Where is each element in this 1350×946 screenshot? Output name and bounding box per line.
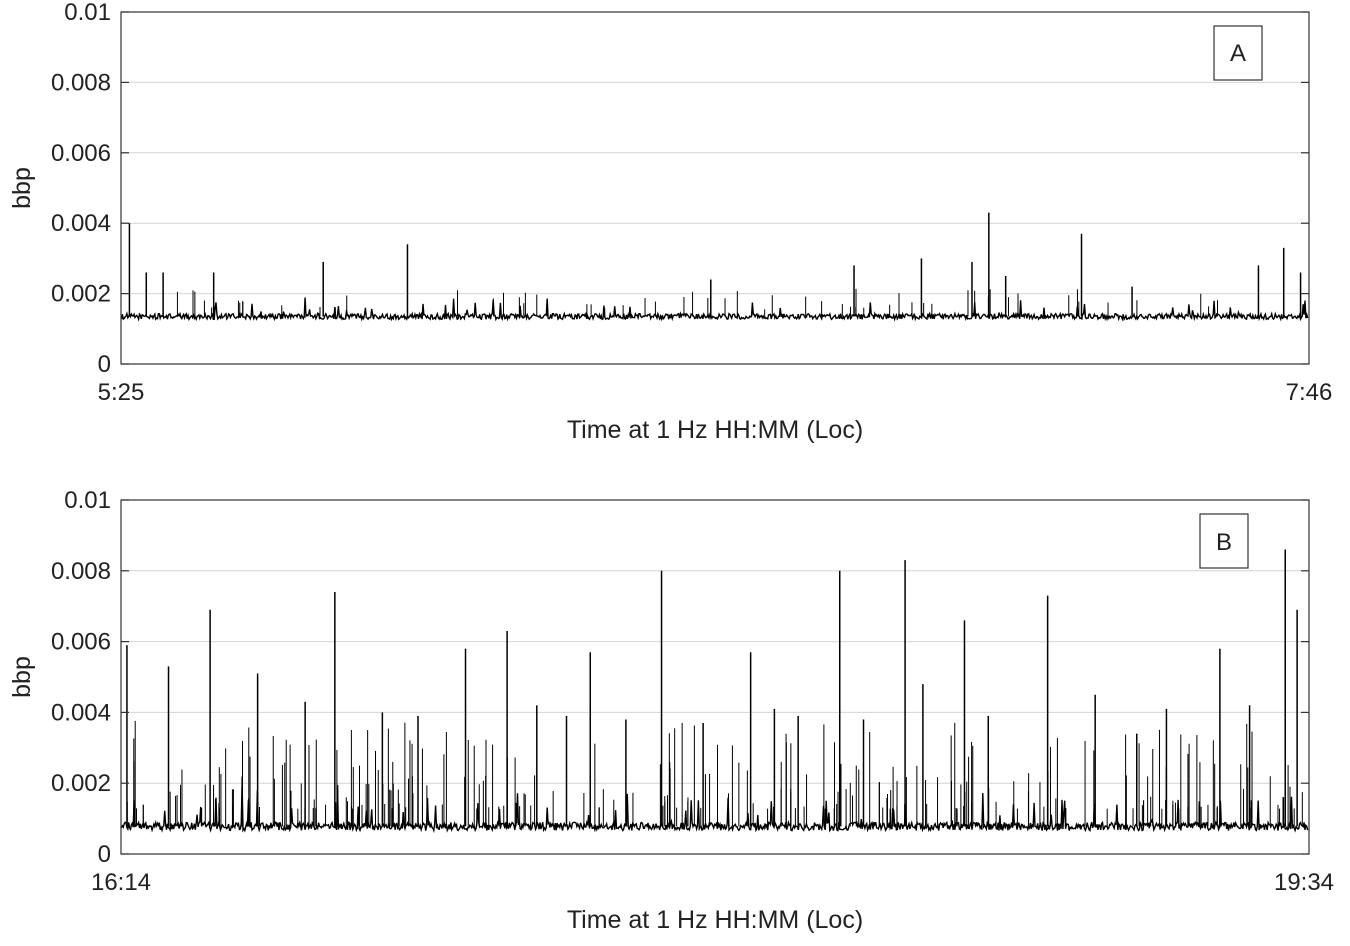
plot-area-a	[121, 12, 1309, 364]
panel-label-box-b	[1199, 513, 1249, 569]
plot-frame-b	[120, 499, 1310, 855]
grid-b	[121, 570, 1309, 784]
x-axis-label-a: Time at 1 Hz HH:MM (Loc)	[567, 416, 863, 444]
y-tick-label-b: 0	[98, 841, 111, 868]
y-tick-label-b: 0.002	[51, 770, 111, 797]
y-tick-label-a: 0.008	[51, 69, 111, 96]
series-a	[120, 212, 1309, 322]
chart-panel-a: 0 0.002 0.004 0.006 0.008 0.01 5:25 7:46 Time…	[8, 0, 1332, 444]
plot-frame-a	[120, 11, 1310, 365]
x-tick-label-start-b: 16:14	[91, 869, 151, 896]
x-axis-label-b: Time at 1 Hz HH:MM (Loc)	[567, 906, 863, 934]
y-ticks-b: 0 0.002 0.004 0.006 0.008 0.01	[51, 487, 1309, 868]
y-ticks-a: 0 0.002 0.004 0.006 0.008 0.01	[51, 0, 1309, 378]
y-tick-label-b: 0.006	[51, 629, 111, 656]
x-tick-label-start-a: 5:25	[98, 379, 145, 406]
y-tick-label-a: 0.01	[64, 0, 111, 26]
panel-label-b: B	[1216, 529, 1232, 556]
y-axis-label-a: bbp	[8, 167, 36, 209]
chart-panel-b: 0 0.002 0.004 0.006 0.008 0.01 16:14 19:34 Ti…	[8, 487, 1334, 934]
y-tick-label-a: 0.006	[51, 140, 111, 167]
series-b	[120, 549, 1309, 834]
x-tick-label-end-b: 19:34	[1274, 869, 1334, 896]
grid-a	[121, 81, 1309, 295]
y-tick-label-a: 0	[98, 351, 111, 378]
y-axis-label-b: bbp	[8, 656, 36, 698]
panel-label-a: A	[1230, 40, 1246, 67]
y-tick-label-a: 0.004	[51, 210, 111, 237]
y-tick-label-b: 0.004	[51, 699, 111, 726]
panel-label-box-a	[1213, 25, 1263, 81]
plot-area-b	[121, 500, 1309, 854]
y-tick-label-b: 0.01	[64, 487, 111, 514]
y-tick-label-a: 0.002	[51, 281, 111, 308]
y-tick-label-b: 0.008	[51, 558, 111, 585]
x-tick-label-end-a: 7:46	[1286, 379, 1333, 406]
baseline-trace-b	[120, 785, 1309, 834]
baseline-trace-a	[120, 297, 1309, 322]
